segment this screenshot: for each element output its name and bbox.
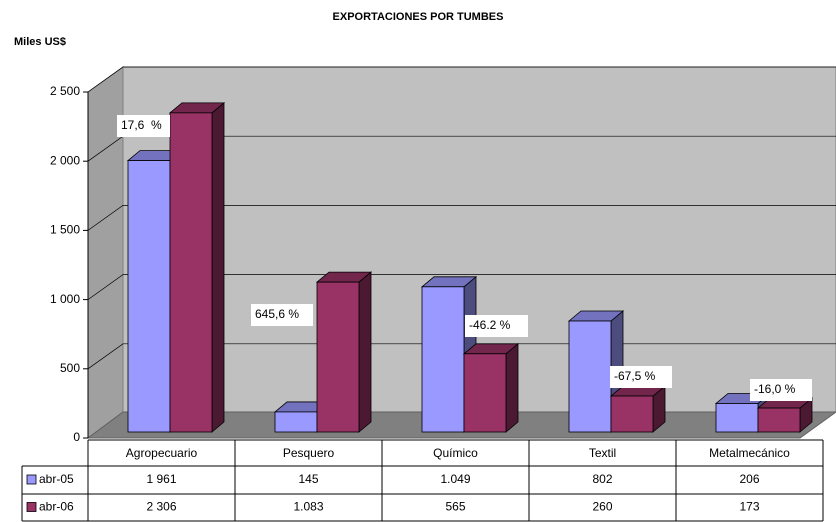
y-axis-label: Miles US$ (14, 36, 66, 48)
bar-front (274, 411, 318, 433)
bar (462, 342, 520, 433)
x-tick-label: Agropecuario (126, 446, 198, 460)
x-tick-label: Pesquero (283, 446, 335, 460)
bar (168, 101, 226, 433)
bar-side (358, 271, 372, 433)
y-tick-label: 2 000 (50, 153, 80, 167)
bar-front (169, 112, 213, 433)
table-value: 1.083 (293, 500, 323, 514)
bar-front (568, 320, 612, 433)
bar-front (127, 160, 171, 433)
bar-front (610, 395, 654, 433)
annotation-box (750, 379, 812, 401)
bar-side (211, 101, 225, 433)
annotation-box (117, 115, 170, 137)
bar-side (505, 342, 519, 433)
bar-front (463, 353, 507, 433)
bars (126, 101, 814, 433)
table-value: 260 (592, 500, 612, 514)
x-tick-label: Metalmecánico (709, 446, 790, 460)
bar (609, 385, 667, 433)
x-tick-label: Químico (433, 446, 478, 460)
bar-front (316, 281, 360, 433)
bar-front (421, 286, 465, 433)
table-value: 206 (739, 472, 759, 486)
annotation: -16,0 % (754, 382, 796, 396)
annotation: -46.2 % (469, 318, 511, 332)
y-tick-label: 2 500 (50, 84, 80, 98)
annotation-box (465, 315, 528, 337)
table-value: 565 (445, 500, 465, 514)
bar-front (715, 403, 759, 433)
legend-label: abr-06 (39, 500, 74, 514)
table-value: 173 (739, 500, 759, 514)
data-table: Agropecuario Pesquero Químico Textil Metalme… (21, 439, 824, 522)
annotation-box (610, 366, 672, 388)
table-value: 2 306 (146, 500, 176, 514)
legend-swatch (26, 502, 37, 512)
annotation: 17,6 % (121, 118, 162, 132)
bar (315, 271, 373, 433)
y-tick-label: 0 (73, 430, 80, 444)
x-tick-label: Textil (589, 446, 616, 460)
legend-label: abr-05 (39, 472, 74, 486)
y-tick-label: 500 (60, 361, 80, 375)
table-value: 1.049 (440, 472, 470, 486)
legend-swatch (26, 474, 37, 485)
grid-line (87, 205, 836, 231)
bar (756, 397, 814, 433)
y-tick-label: 1 000 (50, 292, 80, 306)
annotation: -67,5 % (614, 369, 656, 383)
chart-title: EXPORTACIONES POR TUMBES (333, 11, 504, 23)
table-value: 802 (592, 472, 612, 486)
annotation: 645,6 % (255, 307, 299, 321)
table-value: 145 (298, 472, 318, 486)
table-value: 1 961 (146, 472, 176, 486)
grid-line (87, 274, 836, 300)
grid (87, 66, 836, 370)
y-tick-label: 1 500 (50, 223, 80, 237)
bar-front (757, 407, 801, 433)
annotation-box (251, 304, 313, 326)
grid-line (87, 66, 836, 93)
